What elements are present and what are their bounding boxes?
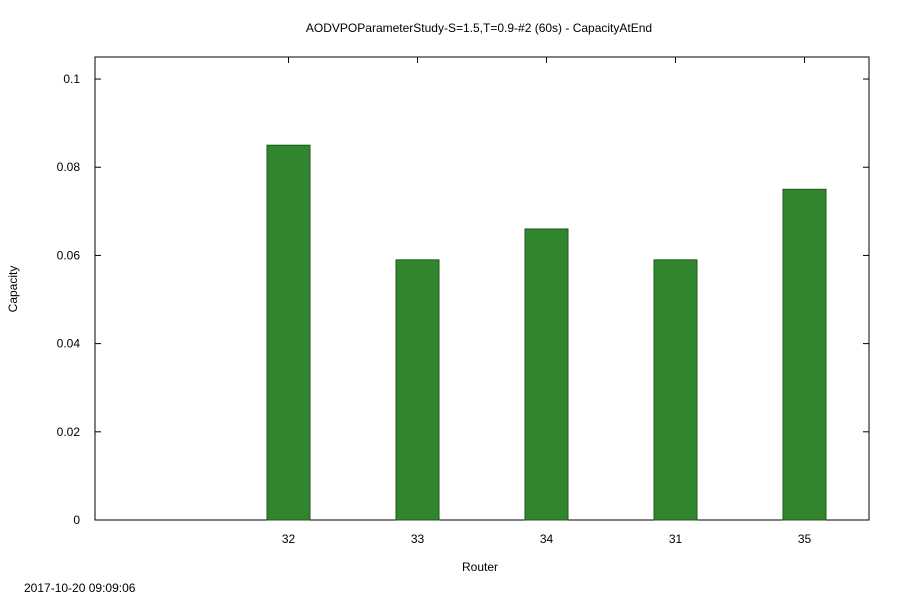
bar-34 [524, 228, 569, 521]
x-tick-label: 35 [798, 532, 812, 546]
x-tick-label: 34 [540, 532, 554, 546]
x-axis-label: Router [462, 560, 498, 574]
y-tick-label: 0.04 [57, 337, 81, 351]
x-tick-label: 32 [282, 532, 296, 546]
bar-35 [782, 188, 827, 521]
y-tick-label: 0.02 [57, 425, 81, 439]
bar-33 [395, 259, 440, 521]
y-axis-label: Capacity [6, 266, 20, 313]
x-axis: 32 33 34 31 35 [282, 57, 812, 546]
y-tick-label: 0 [73, 513, 80, 527]
timestamp: 2017-10-20 09:09:06 [24, 581, 136, 595]
x-tick-label: 33 [411, 532, 425, 546]
bar-31 [653, 259, 698, 521]
y-tick-label: 0.06 [57, 248, 81, 262]
plot-area [94, 56, 870, 521]
x-tick-label: 31 [669, 532, 683, 546]
y-tick-label: 0.1 [63, 72, 80, 86]
bar-series [266, 144, 827, 521]
bar-32 [266, 144, 311, 521]
chart-title: AODVPOParameterStudy-S=1.5,T=0.9-#2 (60s… [306, 21, 652, 35]
y-tick-label: 0.08 [57, 160, 81, 174]
y-axis: 0 0.02 0.04 0.06 0.08 0.1 [57, 72, 869, 527]
